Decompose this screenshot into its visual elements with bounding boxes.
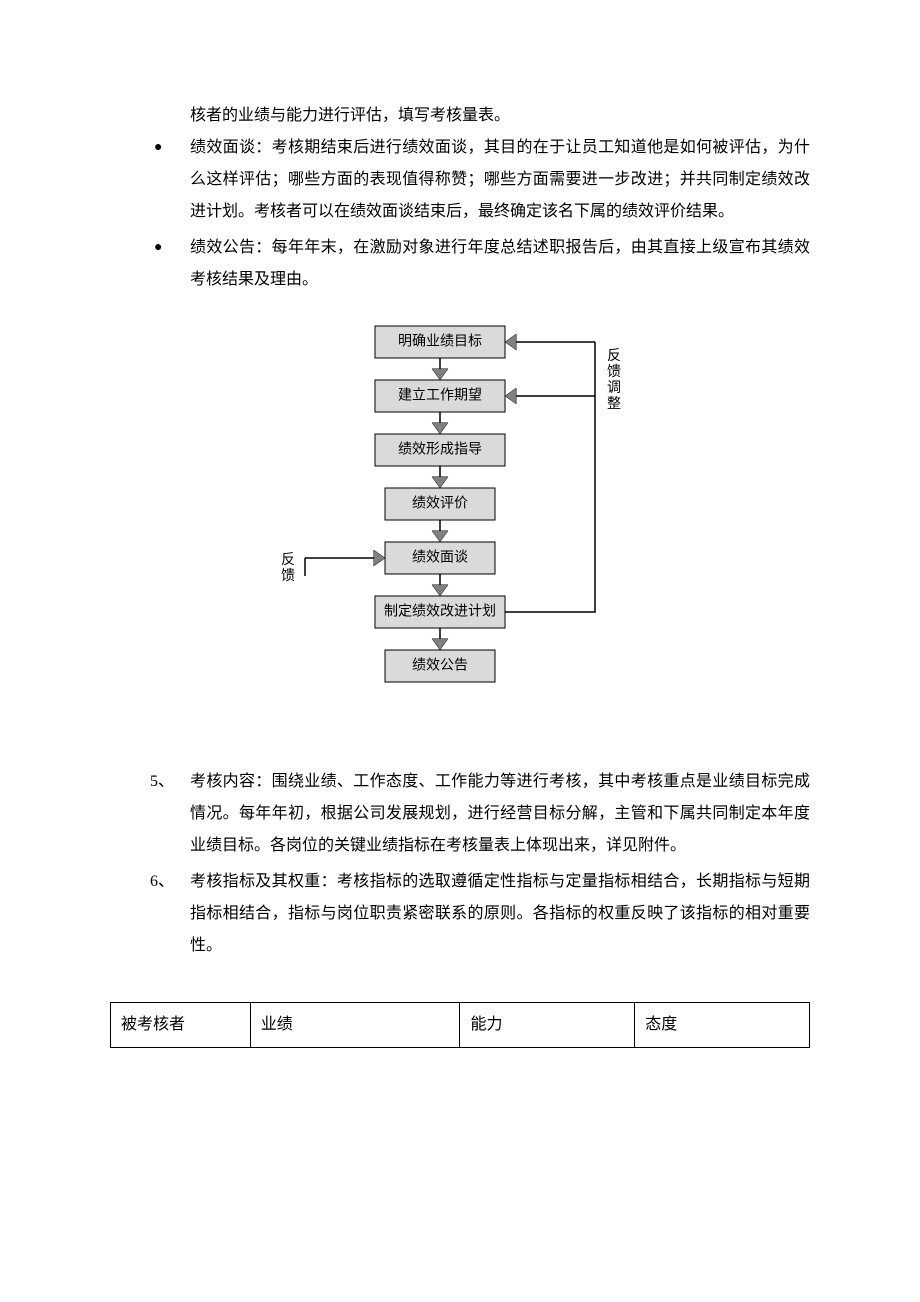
right-feedback-label: 馈 [607,364,621,380]
flow-node-label: 绩效形成指导 [398,442,482,458]
flow-node-label: 绩效公告 [412,658,468,674]
table-cell: 态度 [635,1003,810,1048]
right-feedback-label: 反 [607,348,621,364]
table-cell: 能力 [460,1003,635,1048]
continuation-line: 核者的业绩与能力进行评估，填写考核量表。 [190,100,810,132]
bullet-performance-notice: 绩效公告：每年年末，在激励对象进行年度总结述职报告后，由其直接上级宣布其绩效考核… [190,232,810,296]
bullet-text: 绩效面谈：考核期结束后进行绩效面谈，其目的在于让员工知道他是如何被评估，为什么这… [190,139,810,220]
flow-node-label: 明确业绩目标 [398,334,482,350]
flow-node-label: 绩效评价 [412,496,468,512]
flow-node-label: 制定绩效改进计划 [384,604,496,620]
weight-table: 被考核者 业绩 能力 态度 [110,1002,810,1048]
table-cell: 业绩 [250,1003,460,1048]
document-page: 核者的业绩与能力进行评估，填写考核量表。 绩效面谈：考核期结束后进行绩效面谈，其… [0,0,920,1108]
item-number: 5、 [150,766,174,798]
item-number: 6、 [150,866,174,898]
right-feedback-label: 整 [607,396,621,412]
flow-node-label: 绩效面谈 [412,550,468,566]
item-5: 5、 考核内容：围绕业绩、工作态度、工作能力等进行考核，其中考核重点是业绩目标完… [150,766,810,862]
table-row: 被考核者 业绩 能力 态度 [111,1003,810,1048]
right-feedback-label: 调 [607,380,621,396]
left-feedback-label: 反 [281,552,295,568]
bullet-performance-interview: 绩效面谈：考核期结束后进行绩效面谈，其目的在于让员工知道他是如何被评估，为什么这… [190,132,810,228]
item-6: 6、 考核指标及其权重：考核指标的选取遵循定性指标与定量指标相结合，长期指标与短… [150,866,810,962]
performance-flowchart: 明确业绩目标建立工作期望绩效形成指导绩效评价绩效面谈制定绩效改进计划绩效公告反馈… [230,316,690,736]
table-cell: 被考核者 [111,1003,251,1048]
item-text: 考核内容：围绕业绩、工作态度、工作能力等进行考核，其中考核重点是业绩目标完成情况… [190,773,810,854]
flow-node-label: 建立工作期望 [398,388,482,404]
left-feedback-label: 馈 [281,568,295,584]
bullet-text: 绩效公告：每年年末，在激励对象进行年度总结述职报告后，由其直接上级宣布其绩效考核… [190,239,810,288]
item-text: 考核指标及其权重：考核指标的选取遵循定性指标与定量指标相结合，长期指标与短期指标… [190,873,810,954]
